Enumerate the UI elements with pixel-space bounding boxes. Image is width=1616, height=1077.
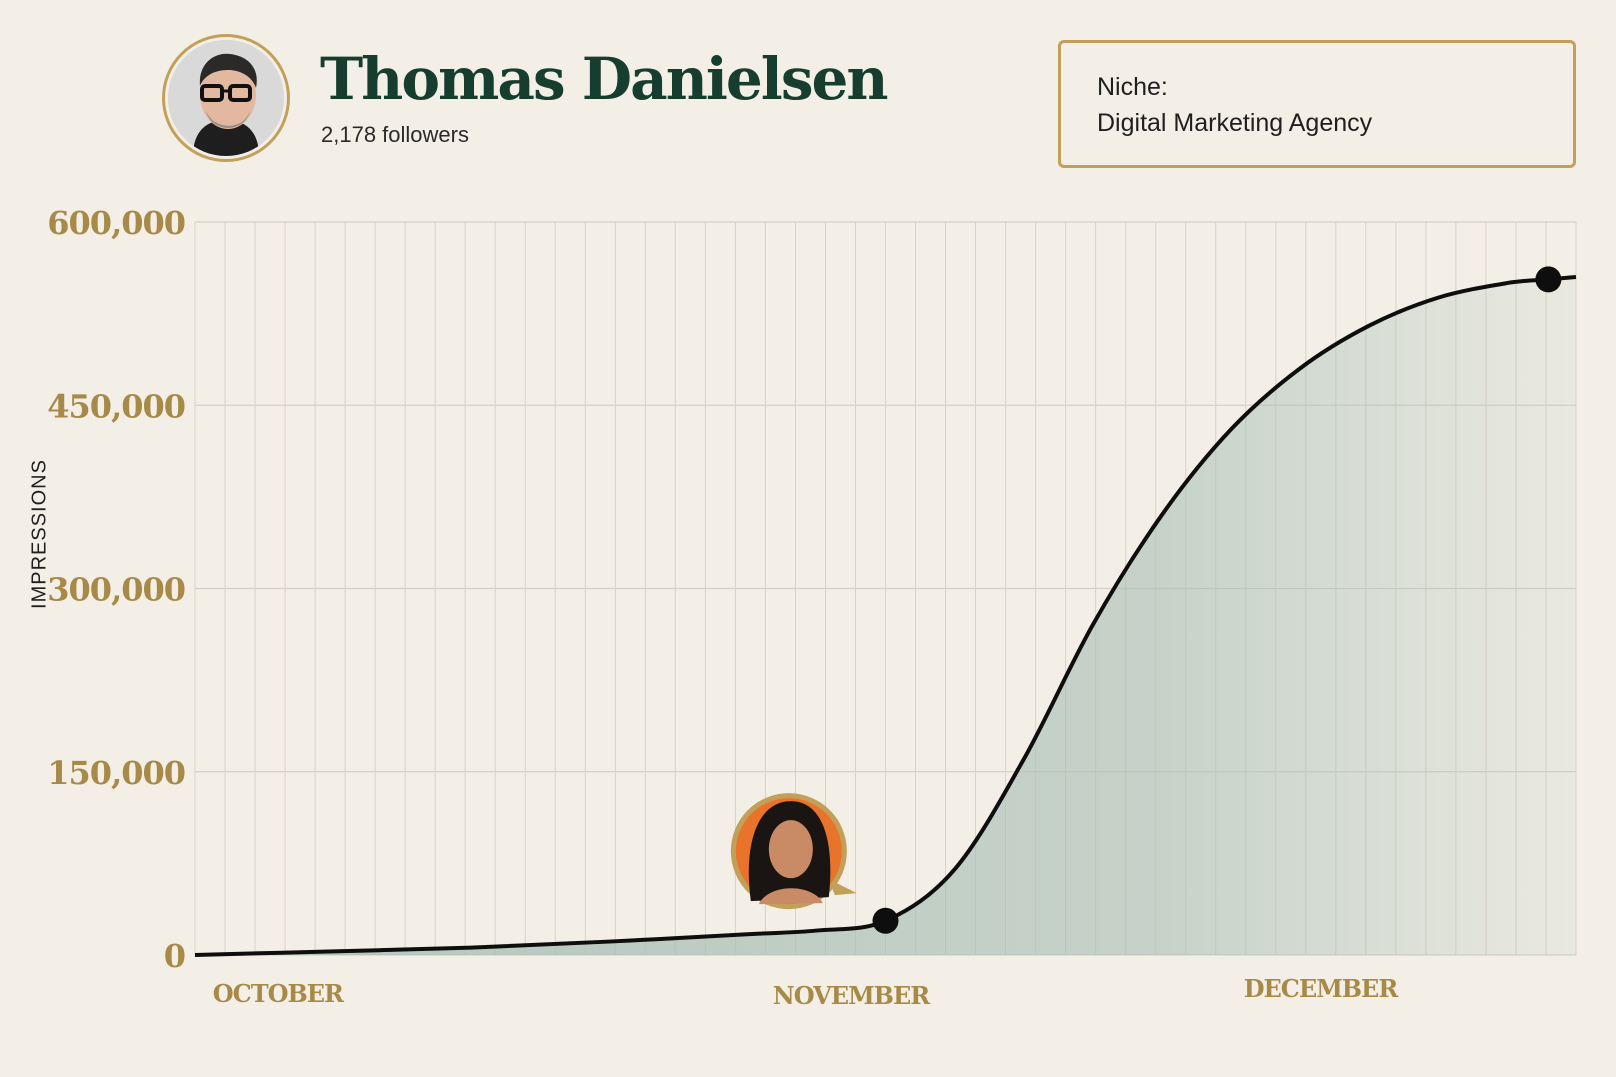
y-ticks: 0 150,000 300,000 450,000 600,000 [47,204,186,975]
x-tick-label: DECEMBER [1244,974,1400,1003]
x-ticks: OCTOBER NOVEMBER DECEMBER [213,974,1401,1010]
niche-value: Digital Marketing Agency [1097,109,1373,137]
data-point-marker [1535,266,1562,293]
y-tick-label: 600,000 [47,204,185,242]
impressions-line [194,274,1577,957]
man-with-glasses-avatar-icon [168,40,284,156]
impressions-area [195,276,1576,956]
y-tick-label: 150,000 [47,754,185,792]
data-point-marker [872,907,899,934]
x-tick-label: OCTOBER [213,979,345,1008]
y-tick-label: 300,000 [47,571,185,609]
niche-box: Niche: Digital Marketing Agency [1058,40,1576,168]
profile-avatar [162,34,290,162]
y-tick-label: 450,000 [47,387,185,425]
annotation [730,793,857,910]
niche-label: Niche: [1097,73,1168,101]
profile-name: Thomas Danielsen [320,45,889,113]
x-tick-label: NOVEMBER [773,981,931,1010]
y-tick-label: 0 [164,937,185,975]
followers-count: 2,178 followers [321,122,469,147]
data-markers [872,266,1562,934]
portrait-face [768,820,813,879]
portrait-shoulders [758,888,823,905]
